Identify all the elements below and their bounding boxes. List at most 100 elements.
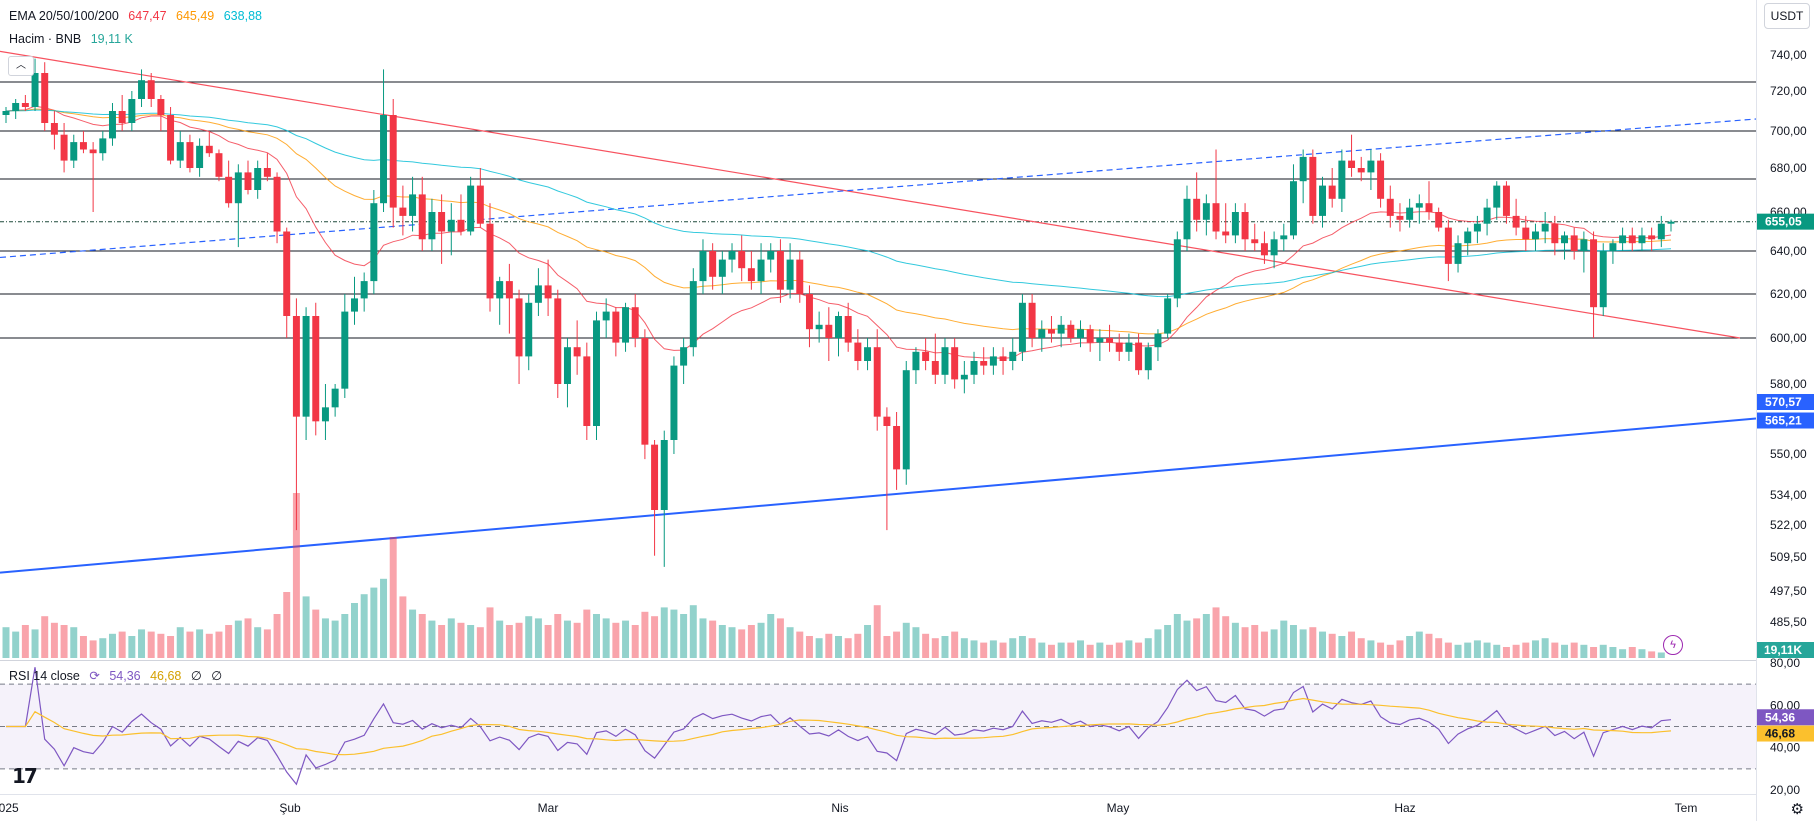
candle: [1580, 239, 1588, 251]
volume-bar: [1590, 647, 1598, 658]
candle: [118, 111, 126, 123]
rsi-tick: 20,00: [1770, 783, 1800, 797]
candle: [1241, 212, 1249, 240]
candle: [544, 285, 552, 299]
candle: [1028, 302, 1036, 338]
volume-bar: [902, 622, 910, 658]
candle: [1638, 235, 1646, 244]
candle: [1309, 156, 1317, 216]
candle: [1425, 203, 1433, 212]
settings-icon[interactable]: ⚙: [1790, 801, 1804, 818]
volume-bar: [1222, 616, 1230, 658]
candle: [312, 316, 320, 422]
candle: [776, 251, 784, 290]
lightning-icon[interactable]: ϟ: [1663, 635, 1683, 655]
volume-bar: [1086, 644, 1094, 658]
volume-bar: [1473, 640, 1481, 658]
candle: [1415, 203, 1423, 208]
volume-bar: [1096, 642, 1104, 658]
volume-bar: [1483, 642, 1491, 658]
candle: [1328, 185, 1336, 199]
candle: [534, 285, 542, 303]
candle: [186, 142, 194, 168]
volume-bar: [912, 627, 920, 658]
volume-bar: [283, 592, 291, 658]
trendline-dashed: [0, 118, 1757, 259]
volume-bar: [1502, 647, 1510, 658]
time-label: Şub: [279, 801, 301, 815]
candle: [573, 347, 581, 357]
volume-bar: [428, 620, 436, 658]
price-tick: 740,00: [1770, 48, 1807, 62]
volume-bar: [1231, 622, 1239, 658]
volume-bar: [244, 618, 252, 658]
candle: [1590, 239, 1598, 308]
price-tick: 534,00: [1770, 488, 1807, 502]
candle: [1038, 329, 1046, 338]
volume-bar: [447, 618, 455, 658]
candle: [844, 316, 852, 343]
candle: [1183, 198, 1191, 240]
volume-bar: [273, 614, 281, 658]
volume-bar: [138, 629, 146, 658]
volume-bar: [980, 642, 988, 658]
volume-bar: [1444, 642, 1452, 658]
candle: [1115, 342, 1123, 352]
volume-bar: [989, 640, 997, 658]
volume-bar: [1638, 649, 1646, 658]
candle: [1057, 324, 1065, 334]
volume-bar: [418, 614, 426, 658]
candle: [1135, 342, 1143, 371]
candle: [1657, 223, 1665, 240]
candle: [854, 342, 862, 361]
candle: [922, 351, 930, 361]
candle: [951, 347, 959, 380]
candle: [796, 259, 804, 294]
rsi-badge-bg: [1757, 709, 1814, 726]
candle: [176, 142, 184, 161]
candle: [1522, 227, 1530, 240]
candle: [370, 203, 378, 282]
volume-bar: [1106, 644, 1114, 658]
rsi-ma-badge: 46,68: [1765, 727, 1795, 741]
volume-bar: [747, 625, 755, 658]
candle: [1599, 251, 1607, 308]
candle: [960, 374, 968, 380]
candle: [1531, 231, 1539, 240]
volume-bar: [544, 625, 552, 658]
volume-bar: [351, 603, 358, 658]
candle: [50, 123, 58, 135]
volume-bar: [1599, 644, 1607, 658]
chevron-up-icon[interactable]: ︿: [8, 56, 34, 76]
candle: [1018, 302, 1026, 352]
volume-bar: [835, 636, 842, 658]
candle: [1473, 223, 1481, 232]
volume-bar: [321, 618, 329, 658]
volume-bar: [893, 631, 901, 658]
candle: [767, 251, 775, 260]
volume-bar: [680, 614, 688, 658]
candle: [1512, 215, 1520, 228]
volume-bar: [1183, 620, 1191, 658]
volume-bar: [1309, 627, 1317, 658]
time-label: Haz: [1394, 801, 1415, 815]
volume-bar: [263, 629, 271, 658]
candle: [805, 294, 813, 330]
candle: [418, 194, 426, 240]
candle: [1280, 235, 1288, 240]
candle: [457, 219, 465, 232]
volume-bar: [157, 633, 165, 658]
candle: [108, 111, 116, 139]
volume-bar: [1541, 638, 1549, 658]
candle: [341, 311, 349, 389]
volume-bar: [360, 594, 368, 658]
volume-bar: [602, 618, 610, 658]
candle: [302, 316, 310, 417]
volume-bar: [176, 627, 184, 658]
time-scale-border: [0, 794, 1756, 795]
currency-button[interactable]: USDT: [1764, 3, 1810, 29]
volume-bar: [234, 620, 242, 658]
volume-bar: [718, 625, 726, 658]
candle: [893, 426, 901, 470]
